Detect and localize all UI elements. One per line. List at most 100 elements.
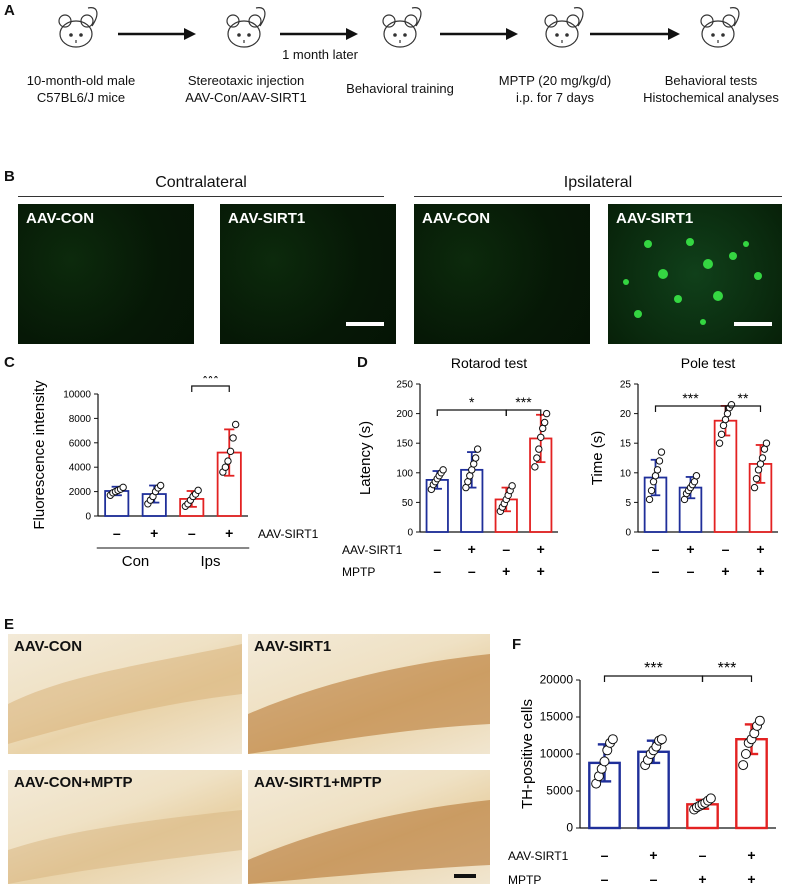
- factor-value: +: [537, 541, 545, 557]
- panel-label-e: E: [4, 616, 15, 633]
- th-staining: [8, 810, 242, 884]
- th-staining: [248, 800, 490, 884]
- data-point: [508, 482, 516, 490]
- factor-value: +: [150, 525, 158, 541]
- micrograph-label: AAV-SIRT1: [228, 210, 306, 227]
- y-axis-label: Fluorescence intensity: [31, 380, 48, 530]
- mouse-icon: [544, 7, 584, 48]
- factor-value: –: [601, 871, 609, 887]
- scale-bar: [346, 322, 384, 326]
- mouse-icon: [700, 7, 740, 48]
- data-point: [229, 434, 237, 442]
- significance-label: **: [738, 390, 749, 406]
- data-point: [647, 486, 656, 495]
- factor-label: AAV-SIRT1: [258, 527, 319, 541]
- data-point: [533, 454, 541, 462]
- arrow-icon: [440, 28, 518, 40]
- y-tick-label: 10000: [540, 747, 574, 761]
- y-tick-label: 5: [625, 498, 631, 509]
- data-point: [762, 439, 771, 447]
- data-point: [758, 454, 767, 462]
- data-point: [655, 457, 664, 465]
- bar: [713, 419, 738, 533]
- panel-label-d: D: [357, 354, 368, 371]
- panel-label-b: B: [4, 168, 15, 185]
- factor-value: –: [687, 563, 695, 579]
- significance-label: ***: [515, 394, 532, 410]
- th-staining: [8, 644, 242, 744]
- contralateral-title: Contralateral: [155, 174, 247, 191]
- data-point: [607, 734, 618, 745]
- chart-title: Rotarod test: [451, 355, 527, 371]
- data-point: [471, 454, 480, 462]
- data-point: [657, 448, 666, 456]
- y-axis-label: Latency (s): [357, 421, 374, 495]
- panel-label-c: C: [4, 354, 15, 371]
- significance-label: ***: [202, 376, 219, 386]
- data-point: [656, 734, 667, 745]
- micrograph-contra-aav-sirt1: AAV-SIRT1: [220, 204, 396, 344]
- significance-label: ***: [682, 390, 699, 406]
- factor-value: –: [652, 541, 660, 557]
- factor-value: –: [433, 541, 441, 557]
- y-tick-label: 10: [620, 468, 632, 479]
- th-label: AAV-SIRT1+MPTP: [254, 774, 382, 791]
- th-image-aav-con: AAV-CON: [8, 634, 242, 754]
- factor-value: –: [502, 541, 510, 557]
- data-point: [705, 793, 716, 804]
- panel-label-a: A: [4, 2, 15, 19]
- arrow-icon: [590, 28, 680, 40]
- significance-bracket: [191, 385, 230, 392]
- workflow-step-4: MPTP (20 mg/kg/d) i.p. for 7 days: [498, 73, 612, 105]
- data-point: [653, 466, 662, 474]
- scale-bar: [454, 874, 476, 878]
- data-point: [599, 756, 610, 767]
- group-label: Ips: [200, 553, 220, 570]
- factor-label: MPTP: [342, 565, 375, 579]
- data-point: [645, 495, 654, 504]
- y-tick-label: 8000: [69, 414, 92, 425]
- mouse-icon: [226, 7, 266, 48]
- y-tick-label: 250: [396, 380, 413, 391]
- micrograph-ipsi-aav-sirt1: AAV-SIRT1: [608, 204, 782, 344]
- y-tick-label: 2000: [69, 487, 92, 498]
- data-point: [537, 433, 545, 441]
- workflow-step-5: Behavioral tests Histochemical analyses: [643, 73, 779, 105]
- significance-label: ***: [718, 660, 737, 677]
- factor-value: +: [468, 541, 476, 557]
- th-label: AAV-CON+MPTP: [14, 774, 133, 791]
- factor-value: +: [747, 847, 755, 863]
- significance-bracket: [701, 675, 753, 682]
- data-point: [692, 472, 701, 480]
- y-tick-label: 0: [625, 528, 631, 539]
- data-point: [231, 420, 240, 429]
- chart-title: Pole test: [681, 355, 736, 371]
- th-label: AAV-SIRT1: [254, 638, 332, 655]
- ipsilateral-bracket: [414, 196, 782, 197]
- arrow-note: 1 month later: [282, 47, 358, 62]
- significance-bracket: [724, 405, 762, 412]
- data-point: [750, 483, 759, 492]
- scale-bar: [734, 322, 772, 326]
- workflow-step-3: Behavioral training: [346, 81, 454, 96]
- y-tick-label: 20000: [540, 673, 574, 687]
- y-tick-label: 50: [402, 498, 414, 509]
- y-tick-label: 5000: [546, 784, 573, 798]
- y-tick-label: 0: [566, 821, 573, 835]
- y-tick-label: 6000: [69, 438, 92, 449]
- micrograph-label: AAV-CON: [26, 210, 95, 227]
- factor-value: –: [433, 563, 441, 579]
- factor-value: –: [188, 525, 196, 541]
- micrograph-contra-aav-con: AAV-CON: [18, 204, 194, 344]
- factor-value: +: [747, 871, 755, 887]
- data-point: [727, 401, 736, 409]
- factor-value: +: [537, 563, 545, 579]
- th-image-aav-sirt1: AAV-SIRT1: [248, 634, 490, 754]
- data-point: [717, 430, 726, 439]
- fluorescent-cells: [623, 238, 762, 325]
- factor-value: –: [722, 541, 730, 557]
- mouse-icon: [382, 7, 422, 48]
- y-tick-label: 200: [396, 409, 413, 420]
- data-point: [535, 445, 543, 453]
